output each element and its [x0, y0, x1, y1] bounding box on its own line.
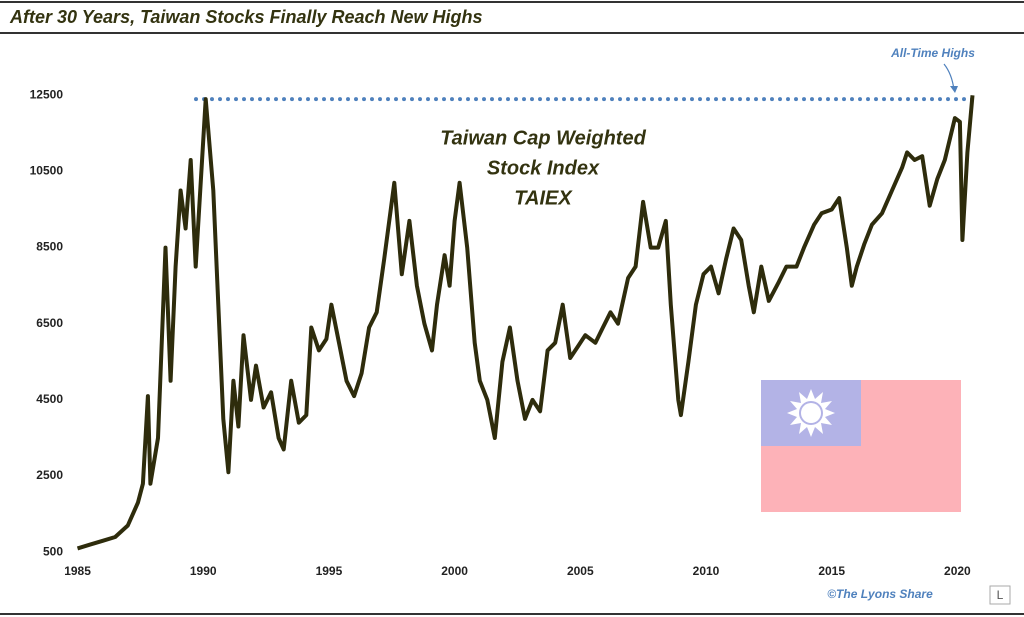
index-label: Taiwan Cap Weighted [440, 127, 646, 149]
flag [761, 380, 961, 512]
y-tick-label: 500 [43, 544, 63, 558]
x-tick-label: 2015 [818, 564, 845, 578]
y-tick-label: 4500 [36, 392, 63, 406]
index-label: Stock Index [487, 157, 600, 179]
index-line [76, 95, 975, 551]
x-tick-label: 1990 [190, 564, 217, 578]
x-tick-label: 2010 [693, 564, 720, 578]
y-tick-label: 2500 [36, 468, 63, 482]
logo-box [989, 585, 1011, 605]
logo: L [997, 588, 1004, 602]
y-tick-label: 10500 [30, 164, 64, 178]
x-tick-label: 2020 [944, 564, 971, 578]
y-tick-label: 6500 [36, 316, 63, 330]
index-label: TAIEX [514, 187, 573, 209]
y-tick-label: 12500 [30, 87, 64, 101]
chart-title: After 30 Years, Taiwan Stocks Finally Re… [9, 7, 483, 27]
x-tick-label: 1995 [316, 564, 343, 578]
highs-label: All-Time Highs [890, 46, 975, 60]
y-tick-label: 8500 [36, 240, 63, 254]
highs-arrow-head [950, 86, 958, 93]
flag-sun [787, 389, 835, 437]
x-tick-label: 2000 [441, 564, 468, 578]
x-tick-label: 2005 [567, 564, 594, 578]
credit: ©The Lyons Share [827, 587, 933, 601]
x-tick-label: 1985 [64, 564, 91, 578]
